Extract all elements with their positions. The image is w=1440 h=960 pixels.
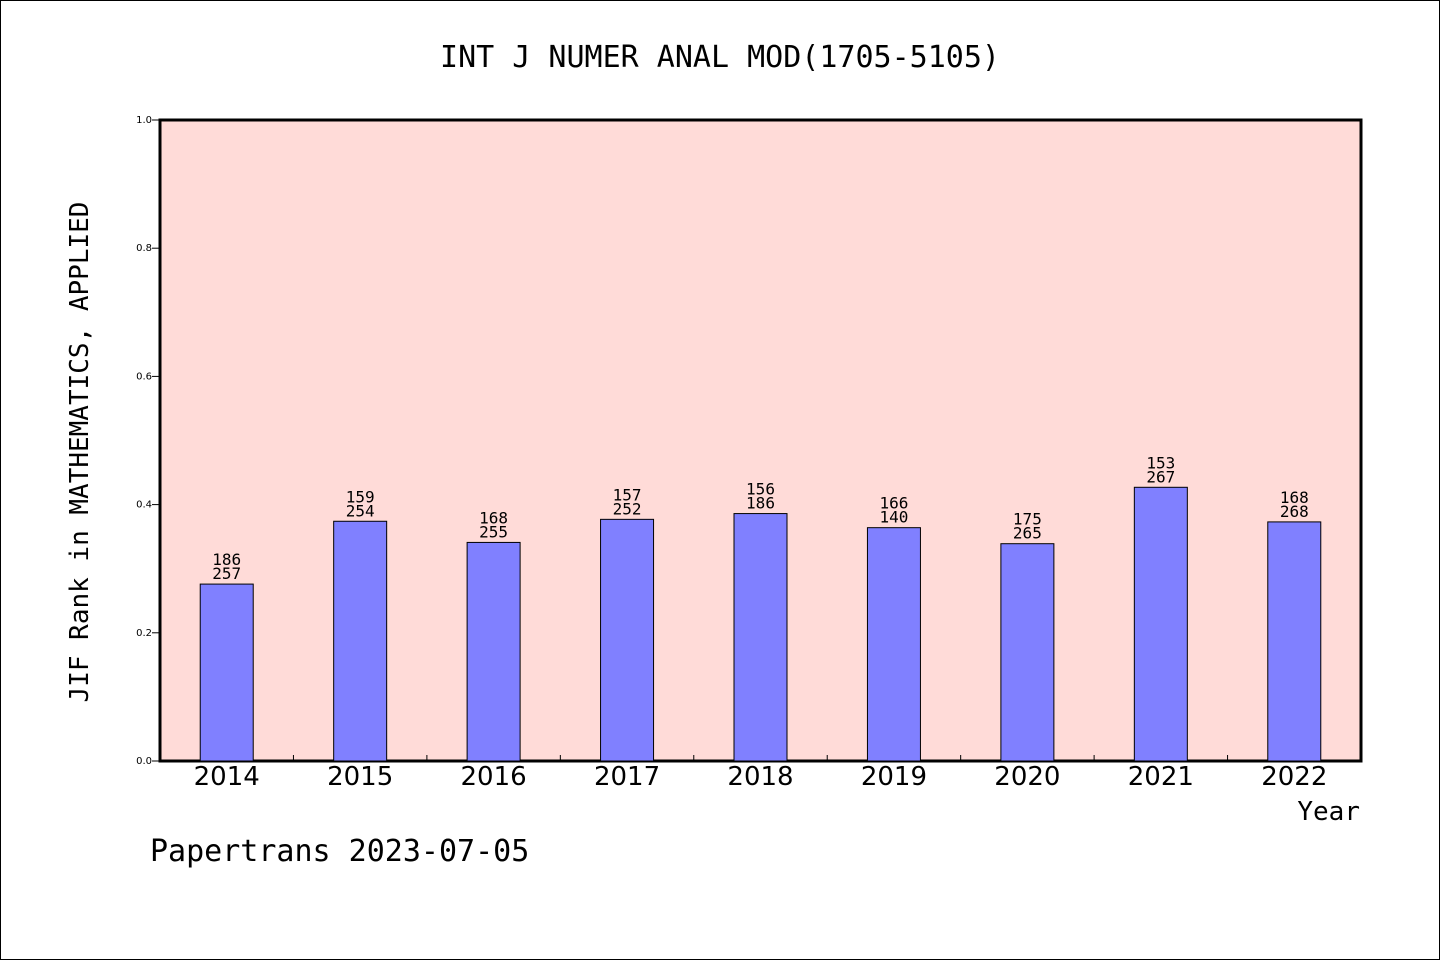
x-tick-label-2020: 2020 <box>994 762 1060 792</box>
bar-2020 <box>1000 543 1055 762</box>
bar-total-label-2016: 255 <box>479 522 508 541</box>
bar-2022 <box>1267 521 1322 762</box>
y-tick-label-0: 0.0 <box>136 756 152 767</box>
x-tick-label-2017: 2017 <box>594 762 660 792</box>
bar-2015 <box>333 520 388 762</box>
y-tick-label-3: 0.6 <box>136 371 152 382</box>
y-tick-label-2: 0.4 <box>136 500 152 511</box>
x-tick-label-2021: 2021 <box>1128 762 1194 792</box>
bar-rank-label-2017: 157 <box>613 485 642 504</box>
bar-total-label-2015: 254 <box>346 501 375 520</box>
bar-rank-label-2018: 156 <box>746 480 775 499</box>
bar-rank-label-2019: 166 <box>879 494 908 513</box>
y-tick-label-4: 0.8 <box>136 243 152 254</box>
y-axis-ticks: 0.0 0.2 0.4 0.6 0.8 1.0 <box>136 115 160 767</box>
bar-total-label-2018: 186 <box>746 494 775 513</box>
bar-total-label-2014: 257 <box>212 564 241 583</box>
bars <box>199 486 1322 762</box>
bar-rank-label-2016: 168 <box>479 508 508 527</box>
x-tick-label-2016: 2016 <box>461 762 527 792</box>
x-tick-label-2015: 2015 <box>327 762 393 792</box>
y-axis-label: JIF Rank in MATHEMATICS, APPLIED <box>65 202 95 703</box>
x-tick-label-2018: 2018 <box>727 762 793 792</box>
bar-2016 <box>466 541 521 762</box>
bar-2018 <box>733 513 788 762</box>
y-tick-label-5: 1.0 <box>136 115 152 126</box>
footer-credit: Papertrans 2023-07-05 <box>150 834 530 869</box>
x-tick-label-2019: 2019 <box>861 762 927 792</box>
bar-rank-label-2014: 186 <box>212 550 241 569</box>
x-tick-label-2022: 2022 <box>1261 762 1327 792</box>
bar-rank-label-2020: 175 <box>1013 510 1042 529</box>
bar-rank-label-2021: 153 <box>1146 453 1175 472</box>
bar-2014 <box>199 583 254 762</box>
bar-total-label-2020: 265 <box>1013 524 1042 543</box>
bar-2021 <box>1133 486 1188 762</box>
bar-rank-label-2022: 168 <box>1280 488 1309 507</box>
x-tick-label-2014: 2014 <box>194 762 260 792</box>
x-axis-tick-labels: 2014 2015 2016 2017 2018 2019 2020 2021 2022 <box>194 762 1328 792</box>
x-axis-label: Year <box>1297 797 1360 827</box>
bar-rank-label-2015: 159 <box>346 487 375 506</box>
bar-total-label-2017: 252 <box>613 499 642 518</box>
x-axis-ticks <box>292 755 1229 761</box>
bar-total-label-2022: 268 <box>1280 502 1309 521</box>
y-tick-label-1: 0.2 <box>136 628 152 639</box>
bar-2017 <box>600 518 655 762</box>
bar-total-label-2021: 267 <box>1146 467 1175 486</box>
bar-2019 <box>866 527 921 762</box>
bar-total-label-2019: 140 <box>879 508 908 527</box>
chart-title: INT J NUMER ANAL MOD(1705-5105) <box>440 40 1000 75</box>
